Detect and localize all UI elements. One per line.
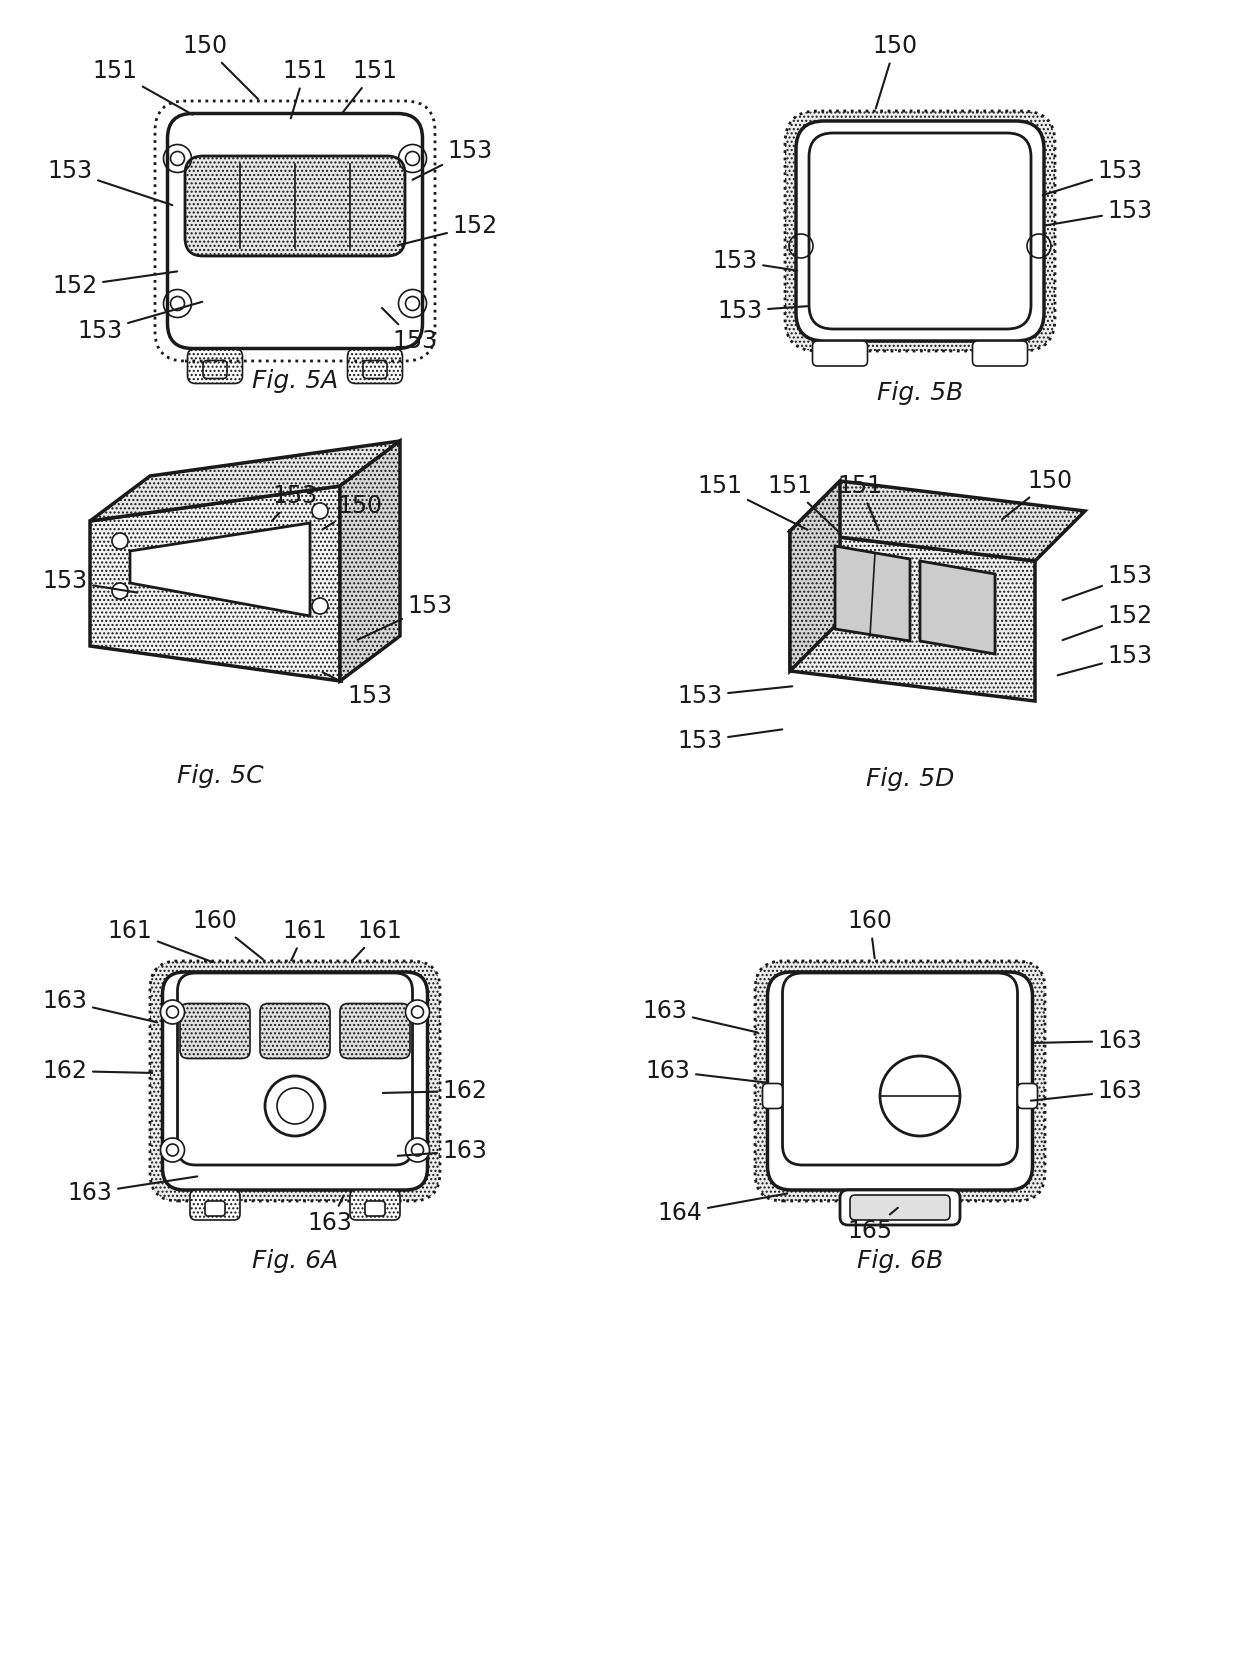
- FancyBboxPatch shape: [812, 341, 868, 365]
- FancyBboxPatch shape: [849, 1194, 950, 1219]
- Text: 152: 152: [398, 214, 497, 246]
- Text: 153: 153: [42, 570, 138, 593]
- Text: 151: 151: [93, 60, 192, 115]
- FancyBboxPatch shape: [785, 111, 1055, 350]
- Text: Fig. 5C: Fig. 5C: [176, 764, 263, 787]
- Text: 151: 151: [768, 473, 838, 532]
- FancyBboxPatch shape: [972, 341, 1028, 365]
- Text: 153: 153: [1043, 159, 1142, 196]
- Text: 163: 163: [42, 988, 157, 1023]
- Text: 153: 153: [713, 249, 797, 272]
- Text: 153: 153: [382, 307, 438, 354]
- Text: 152: 152: [1063, 605, 1152, 639]
- Text: 150: 150: [1002, 468, 1073, 520]
- Text: Fig. 5A: Fig. 5A: [252, 369, 339, 394]
- FancyBboxPatch shape: [205, 1201, 224, 1216]
- Text: Fig. 6B: Fig. 6B: [857, 1249, 944, 1272]
- Text: 162: 162: [42, 1060, 153, 1083]
- Text: Fig. 6A: Fig. 6A: [252, 1249, 339, 1272]
- FancyBboxPatch shape: [755, 962, 1045, 1201]
- FancyBboxPatch shape: [782, 973, 1018, 1164]
- Text: 153: 153: [1045, 199, 1152, 226]
- Polygon shape: [920, 561, 994, 654]
- Text: 153: 153: [1063, 565, 1152, 600]
- Polygon shape: [340, 442, 401, 681]
- FancyBboxPatch shape: [796, 121, 1044, 341]
- Text: Fig. 5D: Fig. 5D: [866, 767, 955, 791]
- Text: 151: 151: [342, 60, 398, 115]
- Circle shape: [405, 1138, 429, 1163]
- Polygon shape: [790, 482, 839, 671]
- FancyBboxPatch shape: [808, 133, 1030, 329]
- Text: 150: 150: [322, 493, 383, 530]
- Text: 164: 164: [657, 1194, 787, 1226]
- Text: 153: 153: [718, 299, 807, 322]
- Polygon shape: [91, 442, 401, 522]
- Text: 163: 163: [67, 1176, 197, 1204]
- Circle shape: [160, 1000, 185, 1023]
- FancyBboxPatch shape: [365, 1201, 384, 1216]
- Circle shape: [312, 503, 329, 518]
- Text: 161: 161: [283, 919, 327, 960]
- Text: 153: 153: [677, 729, 782, 752]
- FancyBboxPatch shape: [185, 156, 405, 256]
- FancyBboxPatch shape: [839, 1189, 960, 1226]
- Text: 153: 153: [677, 684, 792, 708]
- Polygon shape: [91, 487, 340, 681]
- Text: 151: 151: [697, 473, 807, 530]
- Text: Fig. 5B: Fig. 5B: [877, 380, 963, 405]
- Circle shape: [112, 583, 128, 600]
- FancyBboxPatch shape: [1018, 1083, 1038, 1108]
- Text: 153: 153: [1058, 644, 1152, 676]
- FancyBboxPatch shape: [340, 1003, 410, 1058]
- Text: 160: 160: [848, 909, 893, 958]
- Text: 163: 163: [398, 1139, 487, 1163]
- FancyBboxPatch shape: [177, 973, 413, 1164]
- Circle shape: [160, 1138, 185, 1163]
- Text: 162: 162: [383, 1080, 487, 1103]
- Text: 160: 160: [192, 909, 263, 960]
- Text: 153: 153: [357, 595, 453, 639]
- Circle shape: [166, 1007, 179, 1018]
- Text: 153: 153: [272, 483, 317, 522]
- FancyBboxPatch shape: [150, 962, 440, 1201]
- Circle shape: [277, 1088, 312, 1124]
- FancyBboxPatch shape: [260, 1003, 330, 1058]
- FancyBboxPatch shape: [350, 1189, 401, 1219]
- Circle shape: [405, 1000, 429, 1023]
- Text: 163: 163: [646, 1060, 768, 1083]
- FancyBboxPatch shape: [190, 1189, 241, 1219]
- Text: 163: 163: [308, 1196, 352, 1236]
- Polygon shape: [790, 482, 1085, 561]
- Circle shape: [265, 1076, 325, 1136]
- Text: 151: 151: [283, 60, 327, 118]
- Circle shape: [412, 1144, 424, 1156]
- Circle shape: [112, 533, 128, 550]
- Circle shape: [880, 1056, 960, 1136]
- Text: 163: 163: [642, 998, 758, 1033]
- Text: 163: 163: [1033, 1030, 1142, 1053]
- Text: 150: 150: [182, 33, 258, 100]
- FancyBboxPatch shape: [768, 972, 1033, 1189]
- Text: 152: 152: [52, 271, 177, 297]
- Text: 161: 161: [352, 919, 402, 962]
- Polygon shape: [835, 546, 910, 641]
- FancyBboxPatch shape: [162, 972, 428, 1189]
- Circle shape: [312, 598, 329, 615]
- Text: 151: 151: [837, 473, 883, 530]
- Text: 161: 161: [108, 919, 212, 962]
- Circle shape: [166, 1144, 179, 1156]
- Text: 150: 150: [873, 33, 918, 108]
- FancyBboxPatch shape: [180, 1003, 250, 1058]
- Text: 165: 165: [847, 1208, 898, 1242]
- Text: 153: 153: [413, 140, 492, 179]
- FancyBboxPatch shape: [763, 1083, 782, 1108]
- Text: 153: 153: [322, 673, 393, 708]
- Text: 163: 163: [1030, 1080, 1142, 1103]
- Text: 153: 153: [77, 302, 202, 344]
- Circle shape: [412, 1007, 424, 1018]
- Text: 153: 153: [47, 159, 172, 204]
- Polygon shape: [790, 532, 1035, 701]
- Polygon shape: [130, 523, 310, 616]
